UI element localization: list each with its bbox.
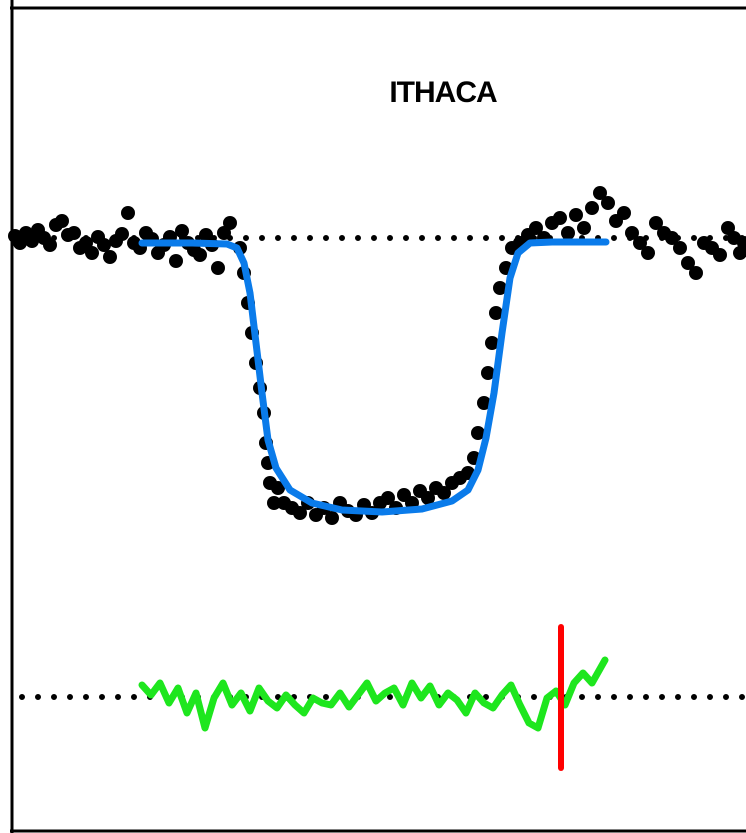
data-point <box>593 186 607 200</box>
data-point <box>485 336 499 350</box>
data-point <box>641 246 655 260</box>
data-point <box>223 216 237 230</box>
data-point <box>293 506 307 520</box>
data-point <box>67 226 81 240</box>
data-point <box>271 481 285 495</box>
data-point <box>649 216 663 230</box>
data-point <box>553 211 567 225</box>
data-point <box>169 254 183 268</box>
data-point <box>489 306 503 320</box>
data-point <box>193 248 207 262</box>
data-point <box>673 241 687 255</box>
data-point <box>633 236 647 250</box>
chart-title: ITHACA <box>389 76 497 109</box>
data-point <box>689 266 703 280</box>
data-point <box>97 238 111 252</box>
data-point <box>625 226 639 240</box>
data-line <box>138 656 609 732</box>
data-point <box>737 236 746 250</box>
data-point <box>529 221 543 235</box>
data-point <box>25 234 39 248</box>
data-point <box>585 201 599 215</box>
data-line <box>138 238 610 516</box>
data-point <box>477 396 491 410</box>
data-point <box>665 231 679 245</box>
data-point <box>175 224 189 238</box>
data-point <box>577 221 591 235</box>
data-point <box>493 281 507 295</box>
data-point <box>43 238 57 252</box>
data-point <box>617 206 631 220</box>
data-point <box>55 214 69 228</box>
data-point <box>437 486 451 500</box>
data-point <box>103 250 117 264</box>
data-point <box>85 246 99 260</box>
data-point <box>115 227 129 241</box>
data-point <box>267 496 281 510</box>
data-point <box>569 208 583 222</box>
data-point <box>211 261 225 275</box>
data-point <box>381 491 395 505</box>
data-point <box>561 226 575 240</box>
data-point <box>681 256 695 270</box>
data-point <box>481 366 495 380</box>
data-point <box>421 491 435 505</box>
data-point <box>601 196 615 210</box>
data-point <box>121 206 135 220</box>
data-point <box>471 426 485 440</box>
data-point <box>713 248 727 262</box>
data-point <box>325 511 339 525</box>
